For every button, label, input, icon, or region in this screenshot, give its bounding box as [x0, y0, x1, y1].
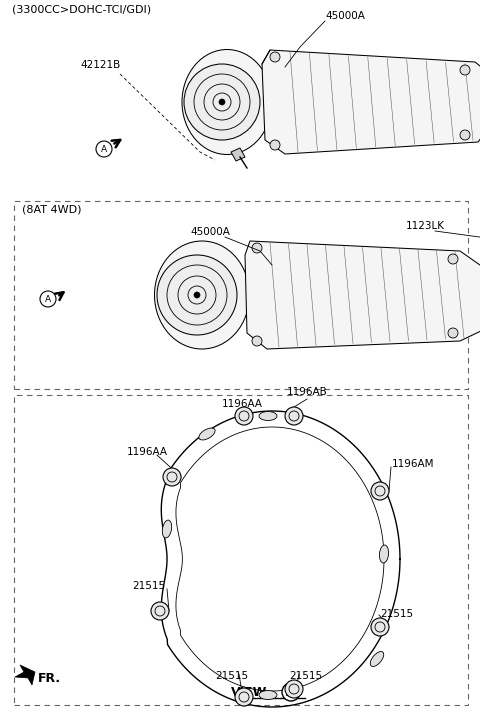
Text: VIEW: VIEW: [230, 686, 267, 699]
Circle shape: [235, 688, 253, 706]
Text: 1196AA: 1196AA: [221, 399, 263, 409]
Circle shape: [460, 130, 470, 140]
Text: A: A: [45, 294, 51, 303]
Ellipse shape: [380, 545, 388, 563]
Polygon shape: [231, 148, 245, 161]
Ellipse shape: [259, 411, 277, 420]
Circle shape: [270, 140, 280, 150]
Circle shape: [371, 618, 389, 636]
Text: FR.: FR.: [38, 672, 61, 686]
Circle shape: [285, 680, 303, 698]
Text: 1196AA: 1196AA: [127, 447, 168, 457]
Circle shape: [219, 99, 225, 105]
Text: 21515: 21515: [380, 609, 413, 619]
Text: 1123LK: 1123LK: [406, 221, 445, 231]
Text: 1196AM: 1196AM: [392, 459, 434, 469]
Circle shape: [460, 65, 470, 75]
Circle shape: [151, 602, 169, 620]
Polygon shape: [245, 241, 480, 349]
Text: 21515: 21515: [132, 581, 165, 591]
Circle shape: [194, 292, 200, 298]
Polygon shape: [15, 665, 35, 685]
Text: (3300CC>DOHC-TCI/GDI): (3300CC>DOHC-TCI/GDI): [12, 5, 151, 15]
Circle shape: [40, 291, 56, 307]
Circle shape: [448, 328, 458, 338]
Circle shape: [235, 407, 253, 425]
Ellipse shape: [259, 691, 277, 699]
Circle shape: [285, 407, 303, 425]
Text: 1196AB: 1196AB: [287, 387, 327, 397]
Ellipse shape: [182, 49, 272, 155]
Ellipse shape: [155, 241, 250, 349]
Text: 42121B: 42121B: [80, 60, 120, 70]
Circle shape: [163, 468, 181, 486]
Text: 45000A: 45000A: [190, 227, 230, 237]
Circle shape: [96, 141, 112, 157]
Text: A: A: [286, 686, 296, 699]
Text: 21515: 21515: [289, 671, 323, 681]
Polygon shape: [262, 50, 480, 154]
Text: 45000A: 45000A: [325, 11, 365, 21]
Ellipse shape: [370, 651, 384, 667]
Circle shape: [270, 52, 280, 62]
Ellipse shape: [199, 428, 215, 440]
Circle shape: [448, 254, 458, 264]
Circle shape: [252, 336, 262, 346]
Ellipse shape: [162, 520, 172, 538]
Circle shape: [157, 255, 237, 335]
Text: 21515: 21515: [216, 671, 249, 681]
Circle shape: [252, 243, 262, 253]
Text: (8AT 4WD): (8AT 4WD): [22, 204, 82, 214]
Circle shape: [184, 64, 260, 140]
Text: A: A: [101, 145, 107, 153]
Circle shape: [371, 482, 389, 500]
